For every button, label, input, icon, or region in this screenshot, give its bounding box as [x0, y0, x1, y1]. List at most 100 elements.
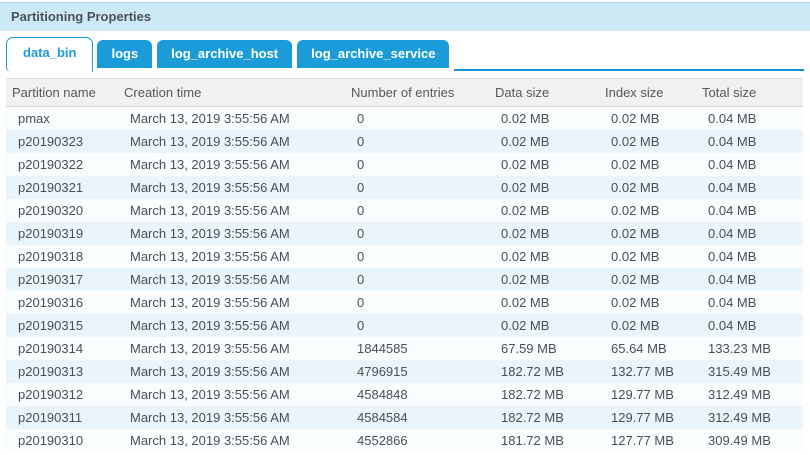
cell-partition-name: p20190314: [18, 341, 84, 356]
table-row: p20190323 March 13, 2019 3:55:56 AM 0 0.…: [6, 130, 803, 153]
cell-partition-name: p20190318: [18, 249, 84, 264]
cell-data-size: 67.59 MB: [501, 341, 557, 356]
cell-number-of-entries: 0: [357, 157, 365, 172]
cell-partition-name: p20190322: [18, 157, 84, 172]
cell-total-size: 0.04 MB: [708, 272, 757, 287]
table-header-row: Partition name Creation time Number of e…: [6, 78, 803, 107]
cell-index-size: 0.02 MB: [611, 318, 660, 333]
column-header-data-size: Data size: [489, 78, 599, 107]
cell-creation-time: March 13, 2019 3:55:56 AM: [130, 111, 290, 126]
column-header-total-size: Total size: [696, 78, 803, 107]
cell-data-size: 0.02 MB: [501, 249, 550, 264]
cell-number-of-entries: 0: [357, 272, 365, 287]
cell-total-size: 0.04 MB: [708, 134, 757, 149]
table-row: p20190316 March 13, 2019 3:55:56 AM 0 0.…: [6, 291, 803, 314]
cell-total-size: 0.04 MB: [708, 226, 757, 241]
cell-partition-name: pmax: [18, 111, 50, 126]
cell-data-size: 0.02 MB: [501, 180, 550, 195]
cell-creation-time: March 13, 2019 3:55:56 AM: [130, 203, 290, 218]
cell-creation-time: March 13, 2019 3:55:56 AM: [130, 295, 290, 310]
cell-total-size: 0.04 MB: [708, 249, 757, 264]
cell-total-size: 309.49 MB: [708, 433, 771, 448]
cell-number-of-entries: 0: [357, 318, 365, 333]
column-header-partition-name: Partition name: [6, 78, 118, 107]
cell-number-of-entries: 0: [357, 180, 365, 195]
table-row: p20190313 March 13, 2019 3:55:56 AM 4796…: [6, 360, 803, 383]
cell-data-size: 181.72 MB: [501, 433, 564, 448]
cell-creation-time: March 13, 2019 3:55:56 AM: [130, 364, 290, 379]
cell-creation-time: March 13, 2019 3:55:56 AM: [130, 272, 290, 287]
cell-partition-name: p20190317: [18, 272, 84, 287]
cell-data-size: 0.02 MB: [501, 111, 550, 126]
cell-data-size: 0.02 MB: [501, 226, 550, 241]
cell-index-size: 65.64 MB: [611, 341, 667, 356]
cell-partition-name: p20190319: [18, 226, 84, 241]
cell-number-of-entries: 4584848: [357, 387, 408, 402]
tab-log-archive-service[interactable]: log_archive_service: [297, 40, 450, 68]
tab-bar: data_bin logs log_archive_host log_archi…: [6, 37, 804, 72]
cell-number-of-entries: 0: [357, 249, 365, 264]
table-row: p20190321 March 13, 2019 3:55:56 AM 0 0.…: [6, 176, 803, 199]
cell-index-size: 127.77 MB: [611, 433, 674, 448]
cell-creation-time: March 13, 2019 3:55:56 AM: [130, 157, 290, 172]
table-row: p20190319 March 13, 2019 3:55:56 AM 0 0.…: [6, 222, 803, 245]
table-row: p20190317 March 13, 2019 3:55:56 AM 0 0.…: [6, 268, 803, 291]
tab-logs[interactable]: logs: [97, 40, 153, 68]
cell-total-size: 315.49 MB: [708, 364, 771, 379]
cell-creation-time: March 13, 2019 3:55:56 AM: [130, 134, 290, 149]
table-row: p20190318 March 13, 2019 3:55:56 AM 0 0.…: [6, 245, 803, 268]
cell-data-size: 0.02 MB: [501, 203, 550, 218]
cell-creation-time: March 13, 2019 3:55:56 AM: [130, 180, 290, 195]
panel-title: Partitioning Properties: [11, 9, 152, 24]
cell-data-size: 0.02 MB: [501, 157, 550, 172]
cell-creation-time: March 13, 2019 3:55:56 AM: [130, 341, 290, 356]
cell-index-size: 129.77 MB: [611, 387, 674, 402]
partitions-table-body: pmax March 13, 2019 3:55:56 AM 0 0.02 MB…: [6, 106, 803, 452]
cell-partition-name: p20190311: [18, 410, 83, 425]
cell-creation-time: March 13, 2019 3:55:56 AM: [130, 226, 290, 241]
cell-partition-name: p20190312: [18, 387, 84, 402]
cell-total-size: 0.04 MB: [708, 180, 757, 195]
cell-total-size: 312.49 MB: [708, 410, 771, 425]
cell-number-of-entries: 0: [357, 111, 365, 126]
partitions-table: Partition name Creation time Number of e…: [6, 78, 803, 452]
table-row: p20190310 March 13, 2019 3:55:56 AM 4552…: [6, 429, 803, 452]
cell-index-size: 0.02 MB: [611, 226, 660, 241]
cell-creation-time: March 13, 2019 3:55:56 AM: [130, 318, 290, 333]
cell-number-of-entries: 4796915: [357, 364, 408, 379]
cell-data-size: 182.72 MB: [501, 364, 564, 379]
panel-title-bar: Partitioning Properties: [0, 2, 810, 31]
cell-partition-name: p20190316: [18, 295, 84, 310]
column-header-number-of-entries: Number of entries: [345, 78, 489, 107]
cell-total-size: 0.04 MB: [708, 157, 757, 172]
cell-index-size: 0.02 MB: [611, 272, 660, 287]
cell-partition-name: p20190315: [18, 318, 84, 333]
table-row: p20190320 March 13, 2019 3:55:56 AM 0 0.…: [6, 199, 803, 222]
table-row: p20190315 March 13, 2019 3:55:56 AM 0 0.…: [6, 314, 803, 337]
column-header-index-size: Index size: [599, 78, 696, 107]
cell-index-size: 0.02 MB: [611, 295, 660, 310]
cell-partition-name: p20190321: [18, 180, 84, 195]
cell-index-size: 0.02 MB: [611, 111, 660, 126]
cell-number-of-entries: 0: [357, 226, 365, 241]
cell-number-of-entries: 4552866: [357, 433, 408, 448]
tab-bar-underline: [454, 40, 804, 71]
cell-index-size: 129.77 MB: [611, 410, 674, 425]
cell-partition-name: p20190323: [18, 134, 84, 149]
cell-total-size: 0.04 MB: [708, 295, 757, 310]
cell-creation-time: March 13, 2019 3:55:56 AM: [130, 410, 290, 425]
cell-data-size: 0.02 MB: [501, 318, 550, 333]
cell-index-size: 0.02 MB: [611, 249, 660, 264]
cell-number-of-entries: 4584584: [357, 410, 408, 425]
cell-index-size: 0.02 MB: [611, 203, 660, 218]
tab-log-archive-host[interactable]: log_archive_host: [157, 40, 293, 68]
cell-total-size: 0.04 MB: [708, 318, 757, 333]
cell-total-size: 0.04 MB: [708, 111, 757, 126]
cell-total-size: 133.23 MB: [708, 341, 771, 356]
tab-data-bin[interactable]: data_bin: [6, 37, 94, 72]
cell-number-of-entries: 0: [357, 134, 365, 149]
cell-number-of-entries: 0: [357, 295, 365, 310]
column-header-creation-time: Creation time: [118, 78, 345, 107]
table-row: p20190312 March 13, 2019 3:55:56 AM 4584…: [6, 383, 803, 406]
